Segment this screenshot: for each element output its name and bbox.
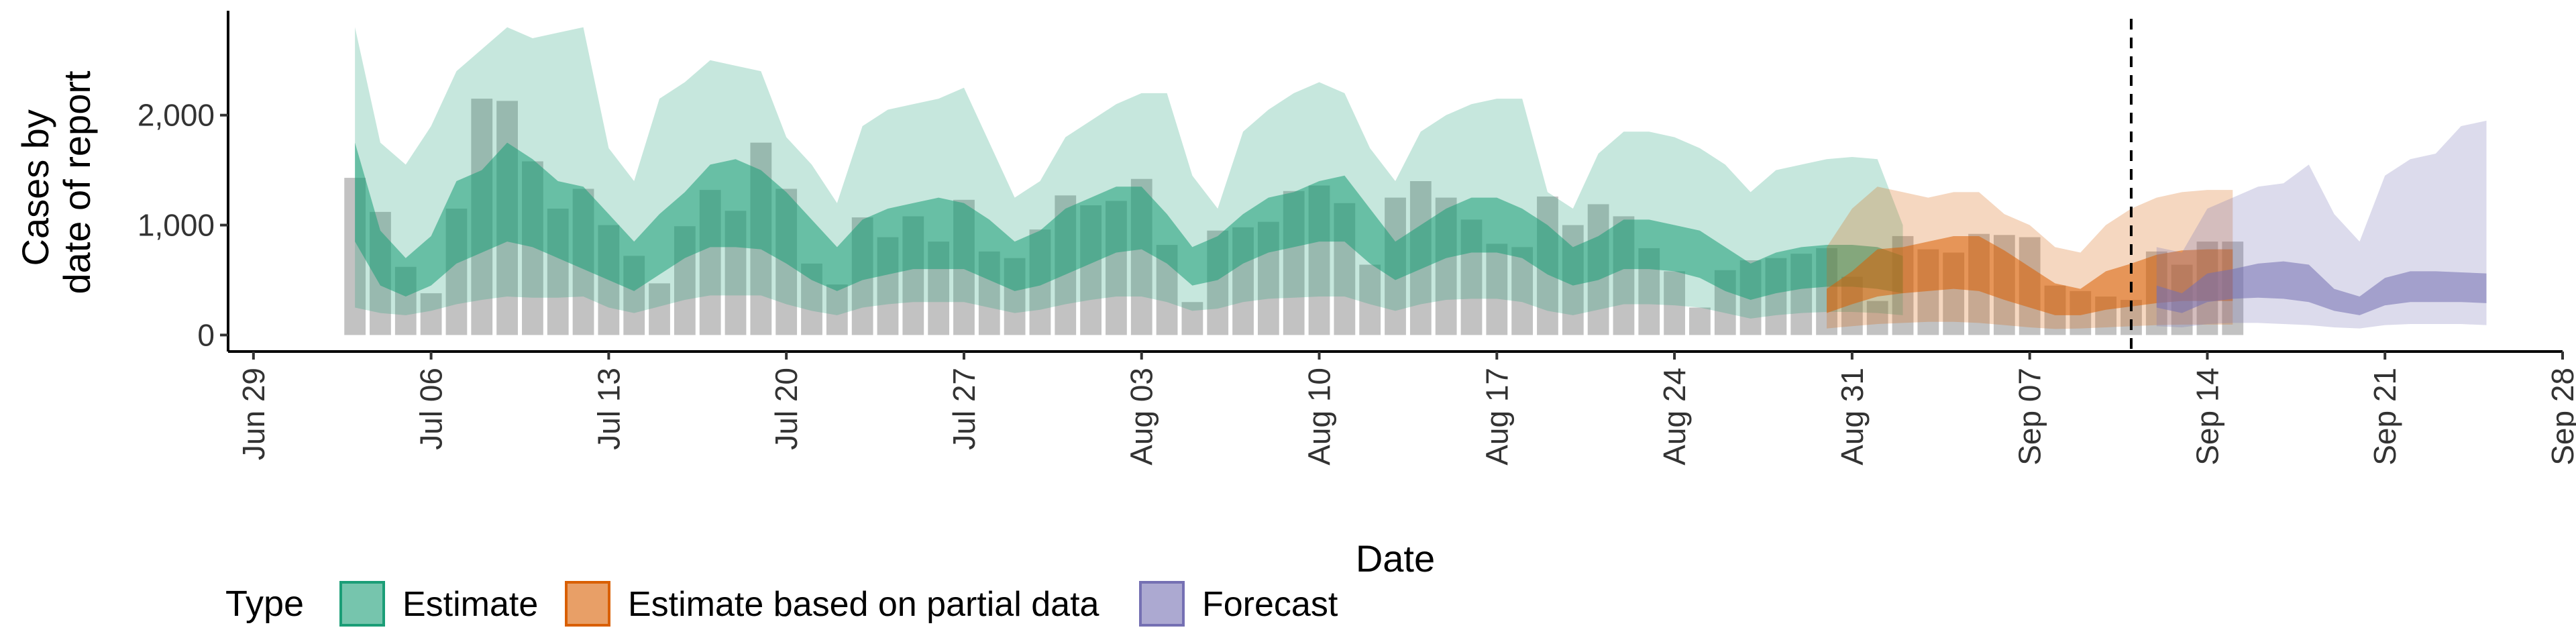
y-axis-ticks: 0 1,000 2,000 [138, 98, 228, 352]
legend-item-estimate-swatch [339, 581, 385, 627]
y-tick-label: 1,000 [138, 208, 215, 243]
x-tick-label: Sep 28 [2545, 368, 2576, 466]
x-axis-title: Date [1356, 537, 1435, 580]
x-tick-label: Aug 17 [1479, 368, 1514, 466]
observed-bar [826, 284, 848, 335]
x-tick-label: Jul 27 [947, 368, 981, 450]
legend-title: Type [225, 584, 304, 624]
forecast-ribbon-50 [2156, 261, 2487, 315]
x-tick-label: Aug 10 [1302, 368, 1337, 466]
observed-bar [649, 283, 670, 335]
y-axis-title: Cases by date of report [14, 70, 98, 294]
legend-item-forecast-label: Forecast [1202, 585, 1338, 624]
y-tick-label: 2,000 [138, 98, 215, 133]
x-tick-label: Jul 20 [769, 368, 804, 450]
observed-bar [1866, 301, 1888, 335]
x-axis-ticks: Jun 29 Jul 06 Jul 13 Jul 20 Jul 27 Aug 03 Aug … [236, 352, 2576, 466]
x-tick-label: Sep 07 [2012, 368, 2047, 466]
x-tick-label: Jul 13 [591, 368, 626, 450]
observed-bar [1664, 271, 1685, 335]
x-tick-label: Jun 29 [236, 368, 271, 460]
x-tick-label: Sep 14 [2190, 368, 2224, 466]
estimate-ribbon-90 [355, 27, 1903, 319]
y-tick-label: 0 [197, 317, 215, 352]
legend: Type Estimate Estimate based on partial da… [225, 581, 1338, 627]
legend-item-forecast-swatch [1139, 581, 1185, 627]
x-tick-label: Sep 21 [2367, 368, 2402, 466]
x-tick-label: Aug 24 [1657, 368, 1692, 466]
estimate-ribbons [355, 27, 2487, 329]
legend-item-partial-swatch [565, 581, 610, 627]
observed-bar [1181, 302, 1203, 335]
observed-bar [1486, 244, 1508, 335]
x-tick-label: Jul 06 [414, 368, 449, 450]
legend-item-estimate-label: Estimate [402, 585, 538, 624]
x-tick-label: Aug 03 [1124, 368, 1159, 466]
partial-estimate-ribbon-50 [1827, 235, 2233, 315]
observed-bar [1689, 307, 1711, 335]
observed-bar [420, 293, 442, 335]
y-axis-title-line-2: date of report [56, 70, 98, 294]
x-tick-label: Aug 31 [1835, 368, 1870, 466]
legend-item-partial-label: Estimate based on partial data [628, 585, 1099, 624]
observed-bar [1359, 264, 1381, 335]
y-axis-title-line-1: Cases by [14, 109, 56, 266]
estimate-ribbon-50 [355, 142, 1903, 300]
